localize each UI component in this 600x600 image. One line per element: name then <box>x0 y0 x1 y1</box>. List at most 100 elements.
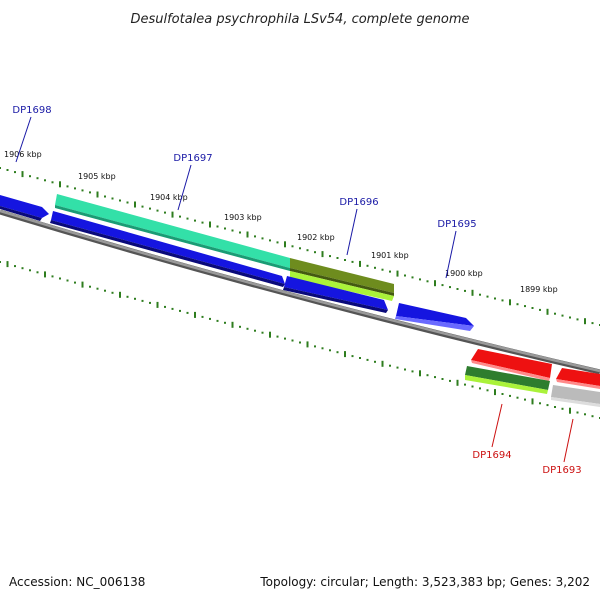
scale-minor-tick <box>89 285 91 288</box>
feature-reverse-grey[interactable] <box>551 385 600 407</box>
gene-label-dp1696[interactable]: DP1696 <box>339 197 378 208</box>
cds-forward-dp1698[interactable] <box>0 195 49 221</box>
genome-backbone <box>0 209 600 375</box>
scale-minor-tick <box>261 331 264 334</box>
map-title: Desulfotalea psychrophila LSv54, complet… <box>130 12 469 27</box>
scale-major-tick <box>231 321 234 328</box>
scale-minor-tick <box>89 191 91 194</box>
accession-text: Accession: NC_006138 <box>9 575 145 589</box>
scale-minor-tick <box>471 385 474 388</box>
scale-minor-tick <box>111 291 114 294</box>
scale-minor-tick <box>411 276 414 279</box>
scale-minor-tick <box>374 360 376 363</box>
topology-text: Topology: circular; Length: 3,523,383 bp… <box>259 575 590 589</box>
gene-label-dp1695[interactable]: DP1695 <box>437 219 476 230</box>
scale-minor-tick <box>546 404 549 407</box>
kbp-label: 1903 kbp <box>224 213 262 222</box>
scale-major-tick <box>396 270 399 277</box>
scale-minor-tick <box>576 411 579 414</box>
scale-minor-tick <box>141 299 144 302</box>
scale-minor-tick <box>224 227 226 230</box>
scale-minor-tick <box>66 279 69 282</box>
scale-minor-tick <box>531 307 534 309</box>
gene-label-dp1693[interactable]: DP1693 <box>542 465 581 476</box>
scale-minor-tick <box>149 207 151 210</box>
scale-minor-tick <box>201 315 204 318</box>
scale-minor-tick <box>156 209 159 212</box>
scale-minor-tick <box>6 169 9 171</box>
scale-major-tick <box>456 379 459 386</box>
scale-minor-tick <box>441 378 444 380</box>
scale-minor-tick <box>96 287 99 290</box>
scale-minor-tick <box>426 374 429 377</box>
gene-label-dp1697[interactable]: DP1697 <box>173 153 212 164</box>
gene-label-dp1694[interactable]: DP1694 <box>472 450 511 461</box>
scale-minor-tick <box>179 215 181 218</box>
scale-minor-tick <box>126 295 129 298</box>
scale-minor-tick <box>321 347 324 350</box>
scale-minor-tick <box>411 370 414 373</box>
scale-minor-tick <box>539 308 541 311</box>
feature-band-lime[interactable] <box>290 271 394 301</box>
scale-minor-tick <box>269 239 271 242</box>
scale-major-tick <box>531 398 534 405</box>
scale-minor-tick <box>104 195 106 198</box>
feature-reverse-darkgreen[interactable] <box>465 366 550 394</box>
scale-minor-tick <box>21 267 24 270</box>
scale-minor-tick <box>591 322 594 325</box>
scale-minor-tick <box>486 295 489 298</box>
scale-minor-tick <box>569 316 571 319</box>
scale-major-tick <box>359 260 361 267</box>
scale-minor-tick <box>389 270 391 273</box>
feature-band-teal[interactable] <box>55 194 290 271</box>
scale-major-tick <box>171 211 174 218</box>
scale-major-tick <box>381 360 384 367</box>
scale-minor-tick <box>396 366 399 369</box>
kbp-label: 1906 kbp <box>4 150 42 159</box>
scale-major-tick <box>434 280 436 287</box>
scale-major-tick <box>119 291 121 298</box>
scale-minor-tick <box>141 205 144 208</box>
scale-minor-tick <box>216 225 219 228</box>
scale-minor-tick <box>576 318 579 321</box>
inner-scale-ring <box>0 261 600 419</box>
kbp-label: 1899 kbp <box>520 285 558 294</box>
scale-minor-tick <box>419 278 421 281</box>
scale-minor-tick <box>134 297 136 300</box>
scale-minor-tick <box>584 413 586 416</box>
cds-forward-dp1696[interactable] <box>283 276 388 313</box>
scale-minor-tick <box>561 407 564 410</box>
scale-major-tick <box>6 261 9 268</box>
scale-minor-tick <box>479 293 481 296</box>
scale-minor-tick <box>246 327 249 330</box>
cds-forward-dp1695[interactable] <box>395 303 474 331</box>
scale-major-tick <box>306 341 309 348</box>
scale-major-tick <box>194 311 196 318</box>
scale-minor-tick <box>224 321 226 324</box>
scale-minor-tick <box>0 261 1 263</box>
scale-minor-tick <box>51 181 54 184</box>
scale-minor-tick <box>479 387 481 390</box>
scale-major-tick <box>209 221 211 228</box>
scale-minor-tick <box>164 211 166 214</box>
cds-reverse-dp1693[interactable] <box>556 368 600 389</box>
scale-major-tick <box>269 331 271 338</box>
scale-minor-tick <box>81 189 84 192</box>
scale-minor-tick <box>554 312 556 315</box>
gene-leader-lines <box>15 116 574 463</box>
scale-minor-tick <box>51 275 54 278</box>
scale-minor-tick <box>179 309 181 312</box>
feature-band-olive[interactable] <box>290 258 394 296</box>
scale-minor-tick <box>329 255 331 258</box>
scale-minor-tick <box>314 251 316 254</box>
cds-reverse-dp1694[interactable] <box>471 349 552 381</box>
kbp-label: 1905 kbp <box>78 172 116 181</box>
scale-minor-tick <box>329 349 331 352</box>
scale-minor-tick <box>524 398 526 401</box>
kbp-label: 1902 kbp <box>297 233 335 242</box>
scale-minor-tick <box>306 249 309 252</box>
scale-major-tick <box>321 251 324 258</box>
gene-label-dp1698[interactable]: DP1698 <box>12 105 51 116</box>
cds-forward-dp1697[interactable] <box>50 211 285 287</box>
scale-minor-tick <box>449 286 451 289</box>
